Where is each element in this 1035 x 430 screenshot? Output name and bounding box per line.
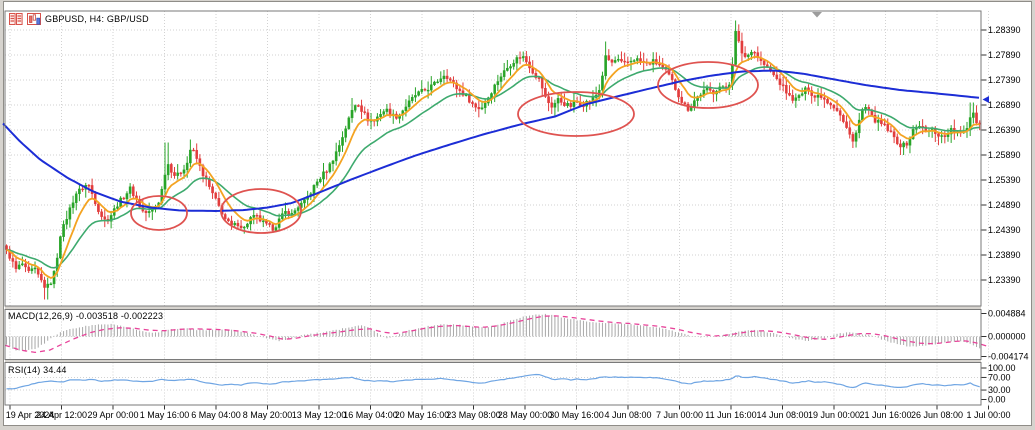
highlight-ellipse[interactable] <box>657 61 759 109</box>
time-axis-label: 4 Jun 08:00 <box>604 410 651 420</box>
time-axis-label: 21 Jun 16:00 <box>859 410 911 420</box>
axis-layer: 1.28390 1.27890 1.27390 1.26890 1.26390 1.258… <box>6 25 1029 420</box>
time-axis-label: 20 May 16:00 <box>395 410 450 420</box>
time-axis-label: 24 Apr 12:00 <box>36 410 87 420</box>
symbol-title: GBPUSD, H4: GBP/USD <box>45 14 149 24</box>
time-axis-label: 13 May 12:00 <box>292 410 347 420</box>
price-axis-label: 1.28390 <box>988 25 1021 35</box>
macd-layer <box>4 313 991 354</box>
panel-borders <box>4 10 982 406</box>
time-axis-label: 8 May 20:00 <box>243 410 293 420</box>
rsi-layer <box>6 373 980 390</box>
price-axis-label: 1.26390 <box>988 125 1021 135</box>
time-axis-label: 14 Jun 08:00 <box>756 410 808 420</box>
time-axis-label: 26 Jun 08:00 <box>911 410 963 420</box>
time-axis-label: 23 May 08:00 <box>446 410 501 420</box>
price-axis-label: 1.23890 <box>988 250 1021 260</box>
time-axis-label: 29 Apr 00:00 <box>87 410 138 420</box>
rsi-axis-label: 30.00 <box>988 385 1011 395</box>
macd-axis-label: 0.000000 <box>988 332 1026 342</box>
candlestick-chart-icon[interactable] <box>27 13 41 25</box>
macd-axis-label: -0.004174 <box>988 352 1029 362</box>
time-axis-label: 1 Jul 00:00 <box>966 410 1010 420</box>
blue-ma-axis-arrow <box>982 96 989 103</box>
chart-shift-marker[interactable] <box>812 12 822 18</box>
time-axis-label: 30 May 16:00 <box>549 410 604 420</box>
rsi-axis-label: 0.00 <box>988 395 1006 405</box>
price-axis-label: 1.27390 <box>988 75 1021 85</box>
price-axis-label: 1.24890 <box>988 200 1021 210</box>
price-axis-label: 1.23390 <box>988 275 1021 285</box>
quotes-list-icon[interactable] <box>9 13 23 25</box>
candles-layer <box>5 20 981 300</box>
rsi-label: RSI(14) 34.44 <box>8 365 67 375</box>
time-axis-label: 16 May 04:00 <box>343 410 398 420</box>
time-axis-label: 19 Apr 2024 <box>6 410 55 420</box>
highlight-ellipse[interactable] <box>517 91 635 137</box>
macd-axis-label: 0.004884 <box>988 309 1026 319</box>
price-axis-label: 1.26890 <box>988 100 1021 110</box>
moving-averages-layer <box>2 55 980 280</box>
price-axis-label: 1.25390 <box>988 175 1021 185</box>
macd-legend: MACD(12,26,9) -0.003518 -0.002223 <box>8 311 163 321</box>
time-axis-label: 19 Jun 00:00 <box>808 410 860 420</box>
time-axis-label: 1 May 16:00 <box>140 410 190 420</box>
time-axis-label: 11 Jun 16:00 <box>705 410 756 420</box>
price-axis-label: 1.25890 <box>988 150 1021 160</box>
price-axis-label: 1.24390 <box>988 225 1021 235</box>
rsi-legend: RSI(14) 34.44 <box>8 365 67 375</box>
price-axis-label: 1.27890 <box>988 50 1021 60</box>
time-axis-label: 7 Jun 00:00 <box>656 410 703 420</box>
rsi-axis-label: 100.00 <box>988 363 1016 373</box>
annotation-layer <box>130 12 989 234</box>
time-axis-label: 28 May 00:00 <box>498 410 553 420</box>
rsi-axis-label: 70.00 <box>988 372 1011 382</box>
macd-label: MACD(12,26,9) -0.003518 -0.002223 <box>8 311 164 321</box>
symbol-legend: GBPUSD, H4: GBP/USD <box>9 13 149 25</box>
highlight-ellipse[interactable] <box>130 195 188 231</box>
highlight-ellipse[interactable] <box>220 188 302 234</box>
time-axis-label: 6 May 04:00 <box>191 410 241 420</box>
